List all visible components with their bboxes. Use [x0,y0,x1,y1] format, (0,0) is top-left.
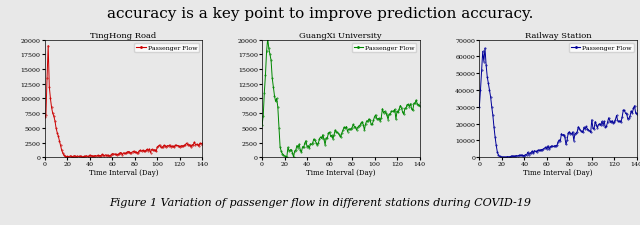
Title: Railway Station: Railway Station [525,32,591,40]
X-axis label: Time Interval (Day): Time Interval (Day) [89,168,158,176]
X-axis label: Time Interval (Day): Time Interval (Day) [306,168,376,176]
Title: TingHong Road: TingHong Road [90,32,157,40]
Legend: Passenger Flow: Passenger Flow [569,44,634,53]
Text: Figure 1 Variation of passenger flow in different stations during COVID-19: Figure 1 Variation of passenger flow in … [109,198,531,207]
Title: GuangXi University: GuangXi University [300,32,382,40]
Legend: Passenger Flow: Passenger Flow [352,44,417,53]
Legend: Passenger Flow: Passenger Flow [134,44,199,53]
X-axis label: Time Interval (Day): Time Interval (Day) [524,168,593,176]
Text: accuracy is a key point to improve prediction accuracy.: accuracy is a key point to improve predi… [107,7,533,21]
